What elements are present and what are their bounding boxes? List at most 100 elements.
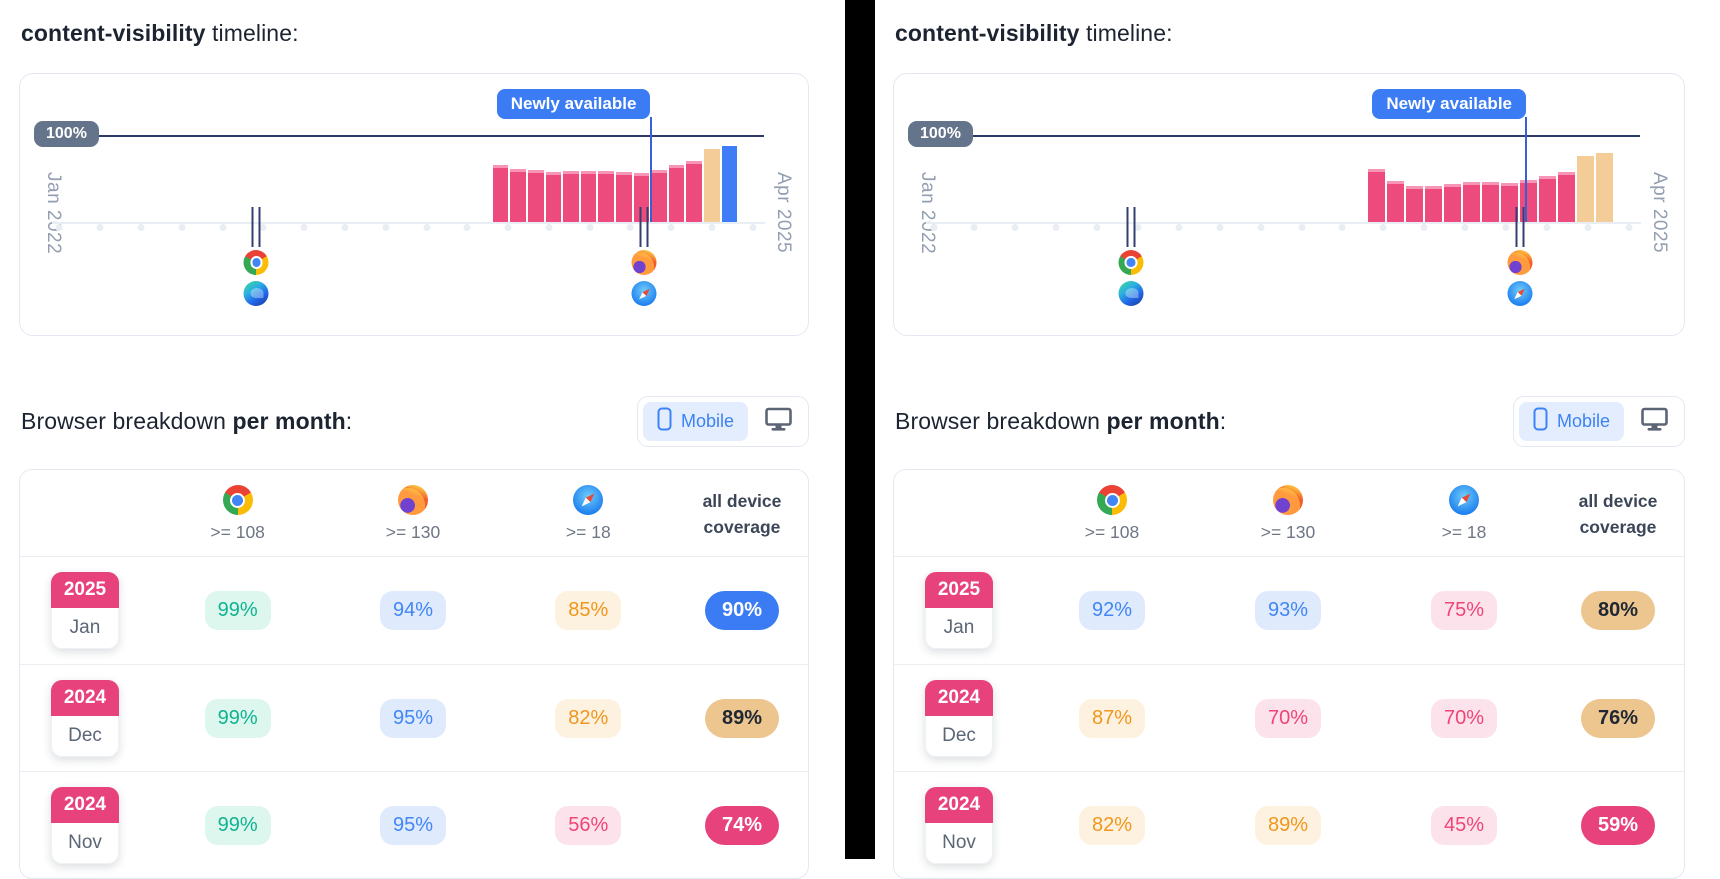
chrome-icon xyxy=(1097,485,1127,515)
percent-pill: 87% xyxy=(1078,698,1146,738)
percent-pill: 95% xyxy=(379,805,446,845)
browser-percent-cell: 95% xyxy=(325,698,500,738)
safari-icon xyxy=(631,281,657,306)
axis-tick-dot xyxy=(382,224,390,231)
month-cell: 2024 Nov xyxy=(894,786,1024,864)
month-cell: 2024 Dec xyxy=(20,679,150,757)
timeline-bar xyxy=(510,168,526,222)
date-chip: 2024 Dec xyxy=(51,679,119,757)
axis-tick-dot xyxy=(423,224,430,231)
date-chip: 2024 Nov xyxy=(51,786,119,864)
browser-percent-cell: 56% xyxy=(501,805,676,845)
timeline-axis-ticks xyxy=(20,224,808,232)
timeline-bar xyxy=(1443,184,1461,222)
newly-available-badge: Newly available xyxy=(1372,89,1526,119)
date-chip: 2025 Jan xyxy=(51,572,119,649)
timeline-bar xyxy=(686,160,702,222)
table-row: 2024 Nov 99% 95% 56% 74% xyxy=(20,771,808,878)
mobile-phone-icon xyxy=(1533,407,1548,436)
axis-tick-dot xyxy=(708,224,716,231)
axis-tick-dot xyxy=(1134,224,1142,231)
timeline-bar xyxy=(1368,168,1385,222)
desktop-toggle-button[interactable] xyxy=(1630,402,1679,441)
newly-available-pointer-line xyxy=(649,117,652,222)
percent-pill: 75% xyxy=(1430,591,1498,630)
release-marker-lines xyxy=(639,207,649,247)
browser-percent-cell: 70% xyxy=(1376,698,1552,738)
mobile-toggle-button[interactable]: Mobile xyxy=(642,402,748,441)
coverage-cell: 89% xyxy=(676,698,808,738)
safari-icon xyxy=(1507,281,1533,306)
table-header-row: >= 108 >= 130 >= 18 all device coverage xyxy=(20,470,808,557)
desktop-monitor-icon xyxy=(765,407,792,436)
mobile-toggle-label: Mobile xyxy=(1556,411,1610,431)
axis-tick-dot xyxy=(1257,224,1265,231)
percent-pill: 82% xyxy=(1078,805,1146,845)
mobile-toggle-button[interactable]: Mobile xyxy=(1518,402,1624,441)
axis-tick-dot xyxy=(1420,224,1428,231)
timeline-heading: content-visibility timeline: xyxy=(21,20,809,47)
breakdown-heading: Browser breakdown per month: xyxy=(895,408,1227,434)
axis-end-label: Apr 2025 xyxy=(773,172,794,254)
date-chip: 2024 Nov xyxy=(925,786,993,864)
coverage-pill: 89% xyxy=(704,698,779,738)
firefox-icon xyxy=(631,250,657,275)
timeline-bar xyxy=(633,172,650,222)
coverage-pill: 90% xyxy=(704,591,779,630)
coverage-pill: 74% xyxy=(704,805,779,845)
breakdown-header-row: Browser breakdown per month: Mobile xyxy=(893,396,1685,447)
axis-tick-dot xyxy=(463,224,471,231)
hundred-percent-gridline xyxy=(924,135,1640,137)
breakdown-table: >= 108 >= 130 >= 18 all device coverage … xyxy=(19,469,809,879)
breakdown-rows: 2025 Jan 92% 93% 75% 80% 2024 Dec 87% 70% 70% 76% 20… xyxy=(894,557,1684,878)
percent-pill: 99% xyxy=(204,698,271,738)
table-header-row: >= 108 >= 130 >= 18 all device coverage xyxy=(894,470,1684,557)
axis-tick-dot xyxy=(1625,224,1633,231)
table-header-chrome: >= 108 xyxy=(1024,485,1200,543)
safari-version: >= 18 xyxy=(1441,522,1487,542)
release-marker-lines xyxy=(1515,207,1525,247)
timeline-bar xyxy=(527,169,544,222)
timeline-axis-ticks xyxy=(894,224,1684,232)
axis-tick-dot xyxy=(970,224,978,231)
browser-percent-cell: 85% xyxy=(501,591,676,630)
axis-tick-dot xyxy=(504,224,512,231)
breakdown-header-row: Browser breakdown per month: Mobile xyxy=(19,396,809,447)
firefox-icon xyxy=(1507,250,1533,275)
timeline-heading-rest: timeline: xyxy=(205,20,299,46)
timeline-heading-rest: timeline: xyxy=(1079,20,1173,46)
axis-start-label: Jan 2022 xyxy=(917,172,938,255)
percent-pill: 93% xyxy=(1254,591,1322,630)
desktop-monitor-icon xyxy=(1641,407,1668,436)
axis-tick-dot xyxy=(259,224,267,231)
timeline-bar xyxy=(1595,153,1613,222)
coverage-cell: 80% xyxy=(1552,591,1684,630)
mobile-phone-icon xyxy=(657,407,672,436)
coverage-header: all device coverage xyxy=(1578,490,1658,537)
timeline-bar xyxy=(1538,175,1556,222)
month-cell: 2024 Dec xyxy=(894,679,1024,757)
edge-icon xyxy=(243,281,269,306)
desktop-toggle-button[interactable] xyxy=(754,402,803,441)
table-row: 2025 Jan 92% 93% 75% 80% xyxy=(894,557,1684,664)
coverage-cell: 90% xyxy=(676,591,808,630)
device-toggle: Mobile xyxy=(1512,396,1685,447)
chrome-icon xyxy=(222,485,253,515)
edge-icon xyxy=(1118,281,1144,306)
axis-tick-dot xyxy=(586,224,594,231)
axis-tick-dot xyxy=(1298,224,1306,231)
coverage-header: all device coverage xyxy=(702,490,782,537)
month-label: Dec xyxy=(51,715,119,757)
breakdown-table: >= 108 >= 130 >= 18 all device coverage … xyxy=(893,469,1685,879)
hundred-percent-gridline xyxy=(50,135,764,137)
breakdown-heading: Browser breakdown per month: xyxy=(21,408,353,434)
browser-percent-cell: 92% xyxy=(1024,591,1200,630)
date-chip: 2025 Jan xyxy=(925,572,993,649)
timeline-bar xyxy=(668,165,685,222)
timeline-axis xyxy=(51,222,765,224)
year-badge: 2024 xyxy=(51,679,119,716)
browser-percent-cell: 75% xyxy=(1376,591,1552,630)
percent-pill: 70% xyxy=(1430,698,1498,738)
timeline-bars xyxy=(1368,136,1613,222)
newly-available-badge: Newly available xyxy=(496,89,651,119)
